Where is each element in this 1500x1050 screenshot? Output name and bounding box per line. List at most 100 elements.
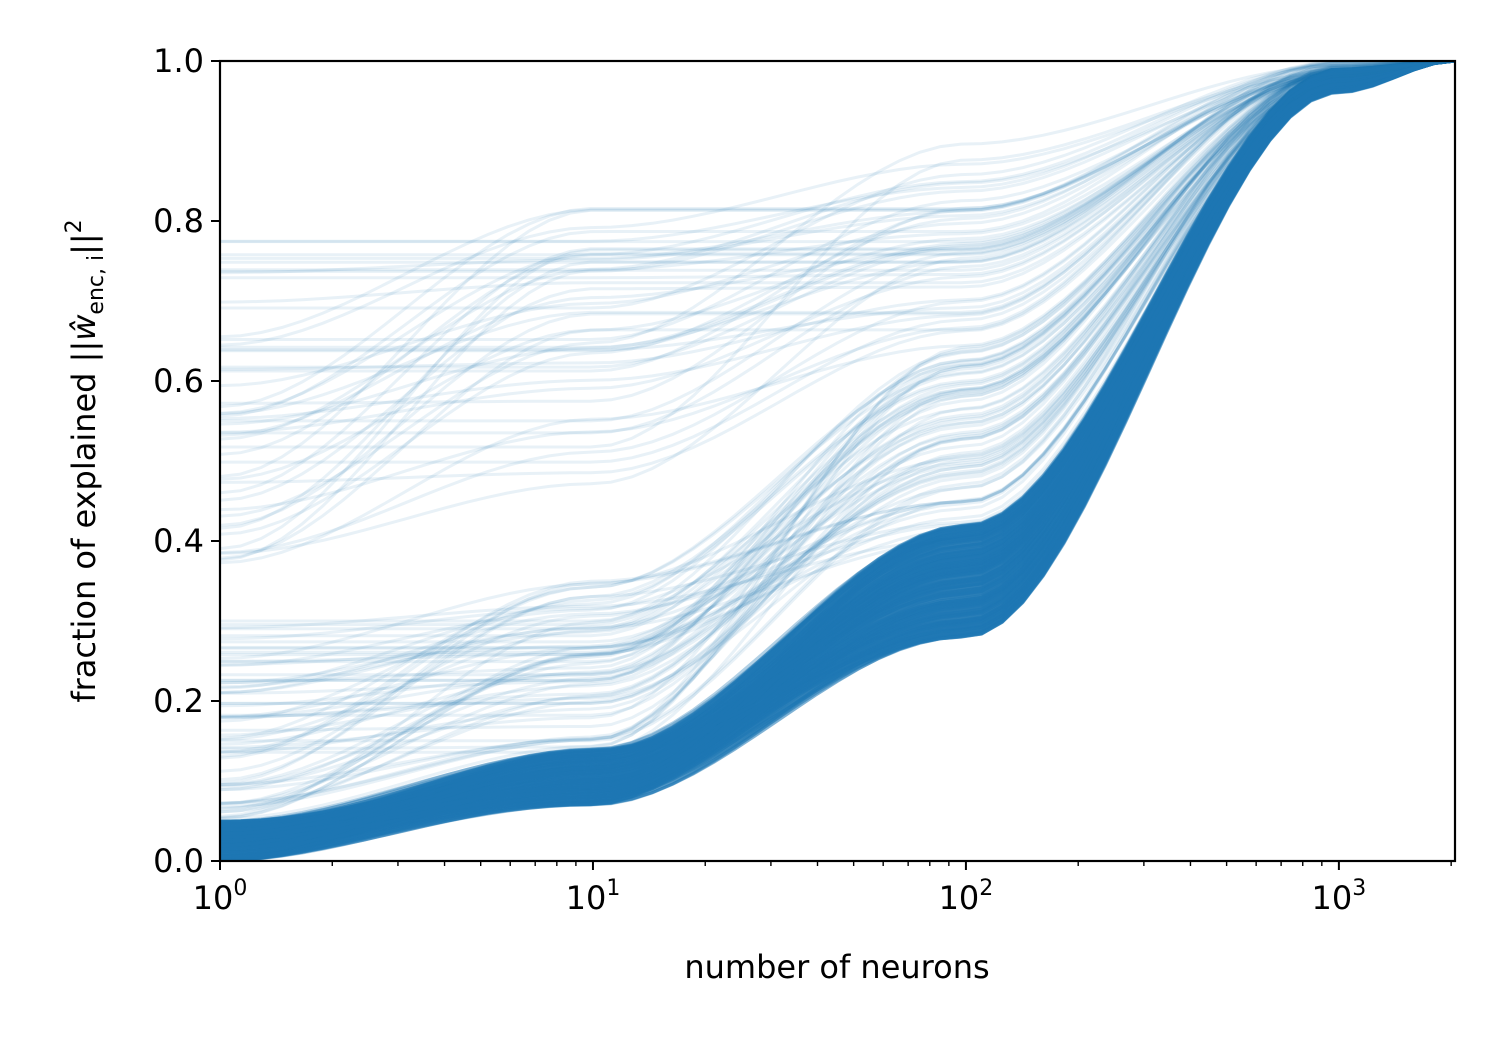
series-line xyxy=(220,61,1455,836)
series-line xyxy=(220,61,1455,352)
series-line xyxy=(220,61,1455,843)
series-line xyxy=(220,61,1455,828)
series-line xyxy=(220,61,1455,841)
series-line xyxy=(220,61,1455,827)
series-line xyxy=(220,61,1455,846)
series-line xyxy=(220,61,1455,405)
series-line xyxy=(220,61,1455,832)
series-line xyxy=(220,61,1455,835)
series-line xyxy=(220,61,1455,831)
series-line xyxy=(220,61,1455,754)
series-line xyxy=(220,61,1455,831)
series-line xyxy=(220,61,1455,830)
series-line xyxy=(220,61,1455,841)
series-line xyxy=(220,61,1455,828)
series-line xyxy=(220,61,1455,824)
series-line xyxy=(220,61,1455,837)
series-line xyxy=(220,61,1455,855)
series-line xyxy=(220,61,1455,787)
series-line xyxy=(220,61,1455,848)
series-line xyxy=(220,61,1455,677)
series-line xyxy=(220,61,1455,690)
series-line xyxy=(220,61,1455,861)
y-tick-label: 1.0 xyxy=(153,42,204,80)
series-line xyxy=(220,61,1455,851)
series-line xyxy=(220,61,1455,830)
series-line xyxy=(220,61,1455,828)
series-line xyxy=(220,61,1455,789)
series-line xyxy=(220,61,1455,834)
series-line xyxy=(220,61,1455,830)
series-line xyxy=(220,61,1455,754)
series-line xyxy=(220,61,1455,836)
series-line xyxy=(220,61,1455,839)
series-line xyxy=(220,61,1455,826)
series-line xyxy=(220,61,1455,843)
series-line xyxy=(220,61,1455,854)
series-line xyxy=(220,61,1455,835)
series-line xyxy=(220,61,1455,844)
series-line xyxy=(220,61,1455,423)
series-line xyxy=(220,61,1455,839)
series-line xyxy=(220,61,1455,824)
series-line xyxy=(220,61,1455,841)
series-line xyxy=(220,61,1455,806)
series-line xyxy=(220,61,1455,828)
series-line xyxy=(220,61,1455,848)
series-line xyxy=(220,61,1455,861)
series-line xyxy=(220,61,1455,831)
series-line xyxy=(220,61,1455,837)
x-tick-label: 102 xyxy=(939,876,994,917)
series-line xyxy=(220,61,1455,833)
x-tick-label: 100 xyxy=(193,876,248,917)
series-line xyxy=(220,61,1455,828)
series-line xyxy=(220,61,1455,852)
series-line xyxy=(220,61,1455,861)
series-line xyxy=(220,61,1455,848)
series-line xyxy=(220,61,1455,743)
series-line xyxy=(220,61,1455,859)
series-line xyxy=(220,61,1455,847)
series-line xyxy=(220,61,1455,830)
series-line xyxy=(220,61,1455,456)
series-line xyxy=(220,61,1455,824)
y-tick-label: 0.6 xyxy=(153,362,204,400)
series-line xyxy=(220,61,1455,654)
series-line xyxy=(220,61,1455,845)
series-line xyxy=(220,61,1455,849)
series-line xyxy=(220,61,1455,826)
series-line xyxy=(220,61,1455,834)
series-line xyxy=(220,61,1455,806)
series-line xyxy=(220,61,1455,848)
series-line xyxy=(220,61,1455,339)
series-line xyxy=(220,61,1455,852)
series-line xyxy=(220,61,1455,846)
series-line xyxy=(220,61,1455,828)
series-line xyxy=(220,61,1455,837)
series-line xyxy=(220,61,1455,280)
series-line xyxy=(220,61,1455,855)
series-line xyxy=(220,61,1455,841)
series-line xyxy=(220,61,1455,851)
series-line xyxy=(220,61,1455,831)
series-line xyxy=(220,61,1455,857)
series-line xyxy=(220,61,1455,839)
series-line xyxy=(220,61,1455,832)
y-axis-label-superscript: 2 xyxy=(62,219,87,233)
series-line xyxy=(220,61,1455,856)
series-line xyxy=(220,61,1455,851)
series-line xyxy=(220,61,1455,856)
series-line xyxy=(220,61,1455,856)
series-line xyxy=(220,61,1455,631)
series-line xyxy=(220,61,1455,833)
y-axis-label-suffix: || xyxy=(65,233,103,255)
series-line xyxy=(220,61,1455,826)
series-line xyxy=(220,61,1455,830)
series-line xyxy=(220,61,1455,836)
series-line xyxy=(220,61,1455,832)
series-line xyxy=(220,61,1455,823)
series-line xyxy=(220,61,1455,825)
series-line xyxy=(220,61,1455,834)
series-line xyxy=(220,61,1455,835)
series-line xyxy=(220,61,1455,723)
